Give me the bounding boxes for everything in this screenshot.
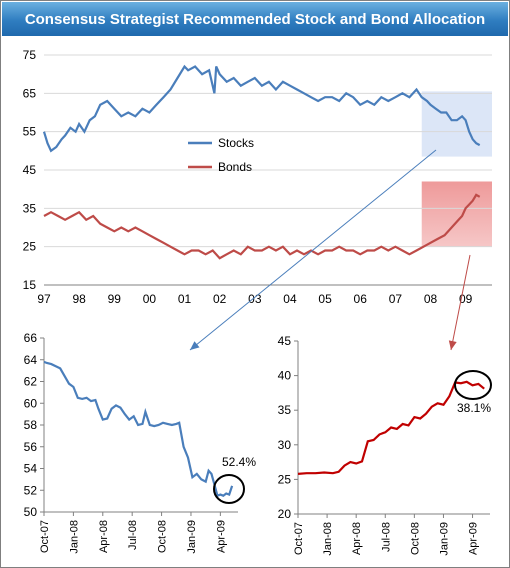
- br-y-tick-label: 30: [278, 438, 292, 452]
- stocks-zoom-x-ticks: Oct-07 Jan-08 Apr-08 Jul-08 Oct-08 Jan-09 Apr-…: [39, 512, 227, 554]
- bl-x-tick-label: Apr-09: [215, 520, 227, 553]
- top-bonds-line: [43, 193, 481, 260]
- top-y-tick-label: 45: [23, 163, 37, 177]
- br-x-tick-label: Jul-08: [380, 522, 392, 552]
- top-x-tick-label: 07: [389, 292, 403, 306]
- br-x-tick-label: Jan-08: [322, 522, 334, 556]
- bl-y-tick-label: 54: [24, 462, 38, 476]
- bl-y-tick-label: 62: [24, 375, 38, 389]
- stocks-zoom-chart: 50 52 54 56 58 60 62 64 66 Oct-07 Jan-08 Apr-08 Jul…: [24, 331, 257, 554]
- top-y-tick-label: 35: [23, 201, 37, 215]
- bl-x-tick-label: Jul-08: [127, 520, 139, 550]
- bonds-zoom-y-ticks: 20 25 30 35 40 45: [278, 334, 298, 521]
- top-x-tick-label: 99: [108, 292, 122, 306]
- top-grid: [44, 54, 492, 248]
- legend-bonds-label: Bonds: [218, 160, 252, 174]
- br-y-tick-label: 20: [278, 507, 292, 521]
- top-x-tick-label: 97: [37, 292, 51, 306]
- br-y-tick-label: 40: [278, 369, 292, 383]
- top-x-tick-label: 03: [248, 292, 262, 306]
- bl-x-tick-label: Oct-08: [157, 520, 169, 553]
- zoom-arrow-bonds: [450, 254, 471, 351]
- chart-title: Consensus Strategist Recommended Stock a…: [24, 10, 486, 28]
- stocks-zoom-annotation: 52.4%: [222, 455, 256, 469]
- top-stocks-line: [42, 64, 481, 153]
- zoom-arrow-stocks-head: [190, 341, 200, 350]
- top-x-tick-label: 00: [143, 292, 157, 306]
- top-y-tick-label: 75: [23, 48, 37, 62]
- top-x-tick-label: 06: [354, 292, 368, 306]
- top-y-tick-label: 55: [23, 125, 37, 139]
- top-y-tick-label: 15: [23, 278, 37, 292]
- top-x-tick-label: 02: [213, 292, 227, 306]
- bonds-highlight-box: [421, 181, 492, 247]
- zoom-arrow-stocks: [189, 149, 437, 351]
- br-y-tick-label: 25: [278, 472, 292, 486]
- stocks-zoom-highlight-circle: [213, 474, 245, 504]
- bl-x-tick-label: Jan-09: [186, 520, 198, 554]
- bl-x-tick-label: Jan-08: [68, 520, 80, 554]
- br-x-tick-label: Oct-07: [293, 522, 305, 555]
- bl-x-tick-label: Oct-07: [39, 520, 51, 553]
- bl-y-tick-label: 50: [24, 505, 38, 519]
- br-x-tick-label: Apr-09: [468, 522, 480, 555]
- bonds-zoom-annotation: 38.1%: [457, 401, 491, 415]
- br-y-tick-label: 45: [278, 334, 292, 348]
- br-x-tick-label: Oct-08: [409, 522, 421, 555]
- top-y-tick-label: 25: [23, 240, 37, 254]
- top-x-tick-label: 08: [424, 292, 438, 306]
- stocks-zoom-line: [43, 360, 234, 498]
- legend: Stocks Bonds: [188, 136, 254, 174]
- bl-y-tick-label: 66: [24, 331, 38, 345]
- br-x-tick-label: Jan-09: [438, 522, 450, 556]
- br-y-tick-label: 35: [278, 403, 292, 417]
- top-x-tick-label: 98: [72, 292, 86, 306]
- bonds-zoom-highlight-circle: [454, 370, 492, 400]
- top-x-tick-label: 05: [318, 292, 332, 306]
- title-bar: Consensus Strategist Recommended Stock a…: [2, 2, 508, 36]
- stocks-highlight-box: [421, 91, 492, 157]
- legend-stocks-label: Stocks: [218, 136, 254, 150]
- bl-y-tick-label: 64: [24, 353, 38, 367]
- top-x-ticks: 97 98 99 00 01 02 03 04 05 06 07 08 09: [37, 292, 472, 306]
- bonds-zoom-x-ticks: Oct-07 Jan-08 Apr-08 Jul-08 Oct-08 Jan-09 Apr-…: [293, 514, 480, 556]
- top-x-tick-label: 01: [178, 292, 192, 306]
- zoom-arrow-bonds-head: [448, 340, 457, 350]
- top-y-ticks: 15 25 35 45 55 65 75: [23, 48, 37, 292]
- top-y-tick-label: 65: [23, 86, 37, 100]
- top-x-tick-label: 04: [283, 292, 297, 306]
- bl-y-tick-label: 58: [24, 418, 38, 432]
- stocks-zoom-y-ticks: 50 52 54 56 58 60 62 64 66: [24, 331, 44, 519]
- bl-y-tick-label: 60: [24, 396, 38, 410]
- bl-y-tick-label: 56: [24, 440, 38, 454]
- br-x-tick-label: Apr-08: [351, 522, 363, 555]
- bonds-zoom-line: [297, 380, 485, 475]
- bl-x-tick-label: Apr-08: [98, 520, 110, 553]
- bl-y-tick-label: 52: [24, 483, 38, 497]
